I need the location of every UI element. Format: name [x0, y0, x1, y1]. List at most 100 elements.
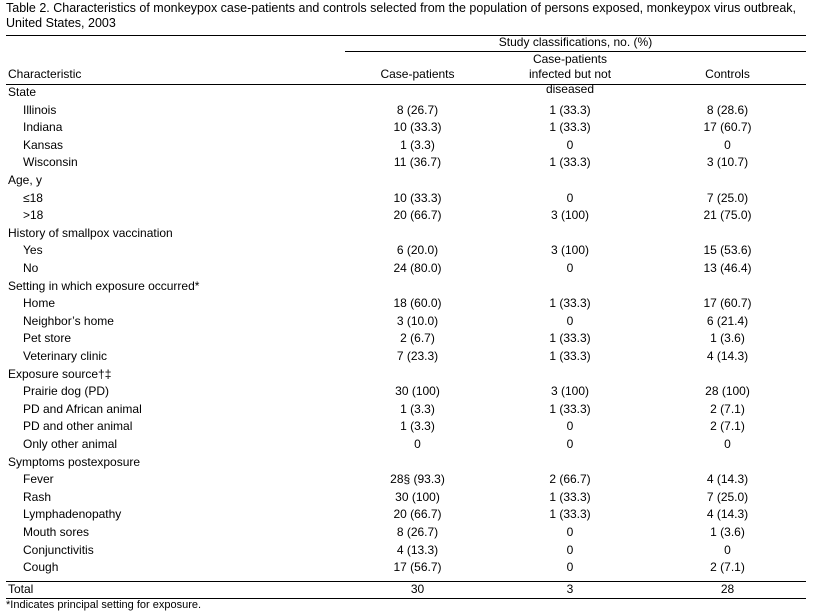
row-label: Kansas: [23, 137, 64, 152]
case-patients-cell: 18 (60.0): [393, 296, 442, 311]
row-label: Symptoms postexposure: [8, 454, 141, 469]
total-rule: [6, 581, 806, 582]
row-label: PD and African animal: [23, 401, 142, 416]
controls-cell: 15 (53.6): [703, 243, 752, 258]
controls-cell: 2 (7.1): [710, 560, 745, 575]
controls-cell: 7 (25.0): [706, 190, 749, 205]
controls-cell: 4 (14.3): [706, 507, 749, 522]
case-patients-cell: 20 (66.7): [393, 208, 442, 223]
table-row: ≤18 10 (33.3) 0 7 (25.0): [0, 190, 835, 208]
infected-not-diseased-cell: 3 (100): [550, 243, 590, 258]
case-patients-cell: 11 (36.7): [393, 155, 442, 170]
case-patients-cell: 8 (26.7): [396, 525, 439, 539]
table-row: PD and other animal 1 (3.3) 0 2 (7.1): [0, 418, 835, 436]
header-controls: Controls: [705, 67, 750, 81]
infected-not-diseased-cell: 1 (33.3): [549, 331, 591, 346]
case-patients-cell: 30: [410, 582, 425, 596]
controls-cell: 21 (75.0): [703, 208, 752, 223]
controls-cell: 8 (28.6): [706, 102, 749, 117]
controls-cell: 17 (60.7): [703, 120, 752, 135]
infected-not-diseased-cell: 0: [566, 137, 574, 152]
row-label: Indiana: [23, 120, 63, 135]
row-label: Age, y: [8, 173, 43, 187]
infected-not-diseased-cell: 0: [566, 313, 574, 328]
case-patients-cell: 4 (13.3): [396, 542, 439, 557]
case-patients-cell: 28§ (93.3): [390, 472, 445, 487]
infected-not-diseased-cell: 1 (33.3): [549, 102, 591, 117]
section-header-row: State: [0, 84, 835, 102]
table-row: Yes 6 (20.0) 3 (100) 15 (53.6): [0, 242, 835, 260]
row-label: Pet store: [23, 331, 72, 346]
infected-not-diseased-cell: 1 (33.3): [549, 489, 591, 504]
table-row: Prairie dog (PD) 30 (100) 3 (100) 28 (100): [0, 383, 835, 401]
infected-not-diseased-cell: 0: [566, 542, 574, 557]
header-case-patients: Case-patients: [380, 67, 455, 81]
header-rule: [6, 84, 806, 85]
table-row: Veterinary clinic 7 (23.3) 1 (33.3) 4 (14.3…: [0, 348, 835, 366]
controls-cell: 28 (100): [705, 384, 750, 399]
table-row: Conjunctivitis 4 (13.3) 0 0: [0, 542, 835, 560]
row-label: No: [23, 261, 39, 275]
table-row: Indiana 10 (33.3) 1 (33.3) 17 (60.7): [0, 119, 835, 137]
row-label: History of smallpox vaccination: [8, 225, 173, 240]
row-label: Home: [23, 296, 56, 311]
infected-not-diseased-cell: 1 (33.3): [549, 349, 591, 363]
infected-not-diseased-cell: 0: [566, 419, 574, 434]
case-patients-cell: 10 (33.3): [393, 190, 442, 205]
case-patients-cell: 20 (66.7): [393, 507, 442, 522]
case-patients-cell: 17 (56.7): [393, 560, 442, 575]
controls-cell: 0: [724, 437, 731, 451]
infected-not-diseased-cell: 1 (33.3): [549, 296, 591, 311]
row-label: Illinois: [23, 102, 57, 117]
table-row: Cough 17 (56.7) 0 2 (7.1): [0, 559, 835, 577]
row-label: Lymphadenopathy: [23, 507, 122, 522]
table-row: PD and African animal 1 (3.3) 1 (33.3) 2 (7…: [0, 401, 835, 419]
row-label: Cough: [23, 560, 59, 575]
table-row: Mouth sores 8 (26.7) 0 1 (3.6): [0, 524, 835, 542]
row-label: Wisconsin: [23, 155, 78, 170]
row-label: State: [8, 85, 37, 99]
controls-cell: 4 (14.3): [706, 472, 749, 487]
controls-cell: 0: [724, 137, 731, 152]
infected-not-diseased-cell: 0: [566, 261, 574, 275]
infected-not-diseased-cell: 3 (100): [550, 208, 590, 223]
table-row: Home 18 (60.0) 1 (33.3) 17 (60.7): [0, 295, 835, 313]
section-header-row: Setting in which exposure occurred*: [0, 278, 835, 296]
controls-cell: 17 (60.7): [703, 296, 752, 311]
section-header-row: Symptoms postexposure: [0, 454, 835, 472]
case-patients-cell: 7 (23.3): [396, 349, 439, 363]
table-row: Lymphadenopathy 20 (66.7) 1 (33.3) 4 (14.3): [0, 506, 835, 524]
row-label: Setting in which exposure occurred*: [8, 278, 200, 293]
infected-not-diseased-cell: 1 (33.3): [549, 155, 591, 170]
table-footnote: *Indicates principal setting for exposur…: [6, 599, 202, 611]
row-label: >18: [23, 208, 44, 223]
infected-not-diseased-cell: 0: [566, 525, 574, 539]
row-label: PD and other animal: [23, 419, 133, 434]
infected-not-diseased-cell: 0: [566, 437, 574, 451]
infected-not-diseased-cell: 0: [566, 560, 574, 575]
case-patients-cell: 0: [414, 437, 421, 451]
controls-cell: 4 (14.3): [706, 349, 749, 363]
case-patients-cell: 2 (6.7): [400, 331, 435, 346]
case-patients-cell: 1 (3.3): [400, 419, 435, 434]
controls-cell: 2 (7.1): [710, 401, 745, 416]
table-caption: Table 2. Characteristics of monkeypox ca…: [6, 1, 797, 30]
controls-cell: 0: [724, 542, 731, 557]
row-label: Fever: [23, 472, 54, 487]
table-row: Illinois 8 (26.7) 1 (33.3) 8 (28.6): [0, 102, 835, 120]
section-header-row: Age, y: [0, 172, 835, 190]
case-patients-cell: 30 (100): [395, 489, 440, 504]
row-label: Mouth sores: [23, 525, 90, 539]
row-label: ≤18: [23, 190, 43, 205]
infected-not-diseased-cell: 0: [566, 190, 574, 205]
span-header: Study classifications, no. (%): [498, 35, 653, 49]
controls-cell: 28: [720, 582, 735, 596]
case-patients-cell: 1 (3.3): [400, 401, 435, 416]
row-label: Yes: [23, 243, 43, 258]
controls-cell: 7 (25.0): [706, 489, 749, 504]
total-row: Total 30 3 28: [0, 581, 835, 599]
case-patients-cell: 10 (33.3): [393, 120, 442, 135]
table-row: No 24 (80.0) 0 13 (46.4): [0, 260, 835, 278]
header-infected-not-diseased: Case-patients infected but not diseased: [528, 52, 612, 96]
